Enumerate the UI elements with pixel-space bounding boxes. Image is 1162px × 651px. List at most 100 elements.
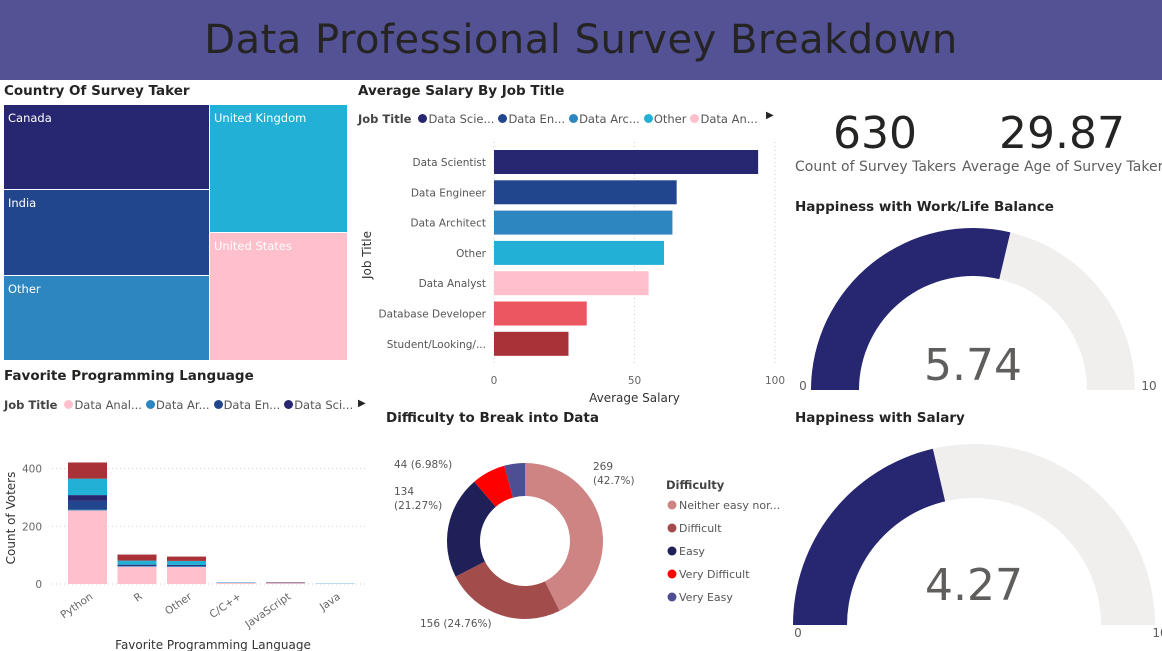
legend-item[interactable]: Data Ar... (145, 398, 210, 412)
gauge-fill (811, 227, 1011, 390)
y-tick-label: Data Engineer (411, 187, 487, 199)
bar-segment (68, 510, 107, 584)
dashboard-header: Data Professional Survey Breakdown (0, 0, 1162, 80)
y-tick-label: Other (456, 248, 486, 260)
kpi-value: 29.87 (999, 108, 1125, 159)
language-chart-title: Favorite Programming Language (4, 368, 254, 384)
legend-dot (667, 546, 677, 556)
language-stacked-bar-chart: 0 200 400 Python R Other C/C++ JavaScript Java Fa… (4, 462, 368, 651)
gauge-max-label: 10 (1152, 626, 1162, 640)
legend-item[interactable]: Data En... (498, 112, 565, 126)
bar-segment (117, 554, 157, 561)
legend-title: Job Title (4, 398, 58, 412)
language-legend: Job Title Data Anal... Data Ar... Data E… (4, 398, 353, 412)
treemap-cell-canada[interactable]: Canada (3, 104, 210, 190)
legend-item: Very Easy (679, 591, 733, 604)
kpi-count: 630 Count of Survey Takers (795, 108, 957, 175)
legend-item[interactable]: Other (643, 112, 686, 126)
y-tick-label: Data Analyst (419, 278, 486, 290)
donut-slice (525, 463, 603, 611)
work-life-balance-gauge: 5.74 0 10 (799, 227, 1157, 393)
legend-next-arrow-icon[interactable]: ▶ (766, 110, 774, 121)
legend-dot (667, 569, 677, 579)
donut-slice (504, 463, 525, 498)
kpi-label: Count of Survey Takers (795, 159, 957, 175)
bar-segment (167, 565, 206, 567)
x-tick-label: Java (317, 591, 343, 614)
data-label: (21.27%) (394, 500, 442, 512)
legend-next-arrow-icon[interactable]: ▶ (358, 398, 366, 409)
gauge-max-label: 10 (1141, 379, 1156, 393)
legend-dot (667, 592, 677, 602)
treemap-cell-united-states[interactable]: United States (209, 232, 348, 361)
data-label: 269 (593, 461, 613, 473)
salary-bar-chart: 0 50 100 Data Scientist Data Engineer Data Ar… (360, 142, 785, 405)
kpi-label: Average Age of Survey Takers (962, 159, 1162, 175)
bar-segment (167, 566, 206, 567)
difficulty-donut-chart: 269 (42.7%) 156 (24.76%) 134 (21.27%) 44 (6.9… (394, 459, 780, 630)
legend-title: Job Title (358, 112, 412, 126)
cell-label: United States (214, 239, 292, 253)
legend-item: Difficult (679, 522, 722, 535)
data-label: (42.7%) (593, 475, 635, 487)
x-tick-label: 50 (628, 375, 641, 387)
x-tick-label: 0 (491, 375, 498, 387)
bar-segment (266, 583, 305, 584)
bar-segment (117, 564, 157, 566)
bar-segment (68, 478, 107, 496)
legend-item[interactable]: Data En... (213, 398, 280, 412)
bar (494, 331, 569, 356)
x-tick-label: 100 (765, 375, 785, 387)
x-axis-label: Average Salary (589, 391, 680, 405)
bar-segment (117, 566, 157, 584)
bar-segment (167, 564, 206, 566)
legend-item[interactable]: Data Sci... (284, 398, 353, 412)
treemap-cell-other[interactable]: Other (3, 275, 210, 361)
gauge-min-label: 0 (799, 379, 807, 393)
salary-legend: Job Title Data Scie... Data En... Data A… (358, 112, 758, 126)
donut-slice (455, 561, 560, 619)
treemap-cell-india[interactable]: India (3, 189, 210, 276)
salary-chart-title: Average Salary By Job Title (358, 83, 565, 99)
kpi-average-age: 29.87 Average Age of Survey Takers (962, 108, 1162, 175)
cell-label: United Kingdom (214, 111, 307, 125)
legend-item[interactable]: Data An... (690, 112, 758, 126)
legend-item: Very Difficult (679, 568, 750, 581)
y-tick-label: Student/Looking/... (387, 339, 486, 351)
data-label: 44 (6.98%) (394, 459, 452, 471)
gauge-fill (793, 448, 946, 625)
legend-item[interactable]: Data Scie... (418, 112, 494, 126)
cell-label: India (8, 196, 37, 210)
legend-dot (667, 523, 677, 533)
y-tick-label: 0 (35, 579, 42, 591)
data-label: 156 (24.76%) (420, 618, 492, 630)
difficulty-chart-title: Difficulty to Break into Data (386, 410, 599, 426)
legend-item: Easy (679, 545, 705, 558)
bar-segment (117, 566, 157, 567)
treemap-cell-united-kingdom[interactable]: United Kingdom (209, 104, 348, 233)
bar (494, 150, 759, 174)
y-tick-label: Data Scientist (413, 157, 487, 169)
salary-happiness-gauge: 4.27 0 10 (793, 444, 1162, 640)
gauge-title: Happiness with Work/Life Balance (795, 199, 1054, 215)
data-label: 134 (394, 486, 414, 498)
bar (494, 180, 677, 205)
y-tick-label: Data Architect (411, 218, 487, 230)
legend-item[interactable]: Data Arc... (569, 112, 640, 126)
bar-segment (167, 556, 206, 561)
bar-segment (68, 500, 107, 510)
x-tick-label: C/C++ (208, 591, 244, 621)
legend-title: Difficulty (666, 478, 725, 492)
bar (494, 301, 587, 326)
x-axis-label: Favorite Programming Language (115, 638, 311, 651)
x-tick-label: Python (59, 591, 96, 622)
bar-segment (68, 509, 107, 511)
bar (494, 271, 649, 296)
bar-segment (117, 565, 157, 567)
cell-label: Canada (8, 111, 52, 125)
x-tick-label: R (132, 591, 145, 605)
y-tick-label: Database Developer (379, 309, 487, 321)
donut-slice (447, 481, 496, 577)
legend-item[interactable]: Data Anal... (64, 398, 142, 412)
y-tick-label: 400 (22, 464, 42, 476)
